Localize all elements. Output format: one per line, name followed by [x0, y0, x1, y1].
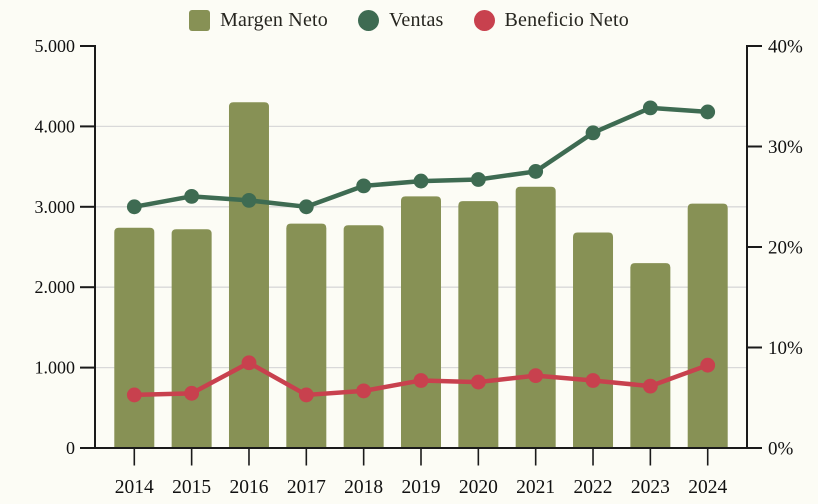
beneficio-neto-swatch-icon	[473, 9, 495, 31]
right-axis-tick-label: 0%	[768, 439, 794, 460]
legend-label: Margen Neto	[220, 8, 328, 31]
x-axis-label-2022: 2022	[574, 477, 613, 498]
point-ventas-2014	[126, 199, 142, 215]
bar-2019	[401, 196, 441, 448]
right-axis-tick-label: 10%	[768, 338, 803, 359]
point-ventas-2017	[298, 199, 314, 215]
left-axis-tick-label: 2.000	[35, 277, 76, 297]
right-axis-tick-label: 40%	[768, 37, 803, 58]
left-axis-tick-label: 3.000	[35, 197, 76, 217]
point-ventas-2018	[356, 178, 372, 194]
ventas-swatch-icon	[357, 9, 379, 31]
legend-label: Beneficio Neto	[504, 8, 629, 31]
point-ventas-2023	[642, 100, 658, 116]
point-beneficio-neto-2019	[413, 373, 429, 388]
x-axis-label-2023: 2023	[631, 477, 670, 498]
right-axis-tick-label: 20%	[768, 238, 803, 259]
left-axis-tick-label: 4.000	[35, 116, 76, 136]
point-beneficio-neto-2017	[298, 387, 314, 403]
point-ventas-2016	[241, 192, 257, 208]
bar-2015	[171, 229, 212, 448]
point-beneficio-neto-2024	[700, 357, 716, 373]
bar-2014	[114, 227, 155, 448]
bar-2022	[573, 232, 614, 448]
bar-2024	[687, 203, 728, 448]
bar-2023	[630, 263, 671, 448]
left-axis-tick-label: 0	[66, 438, 75, 458]
left-axis-tick-label: 1.000	[35, 358, 76, 378]
bar-2017	[286, 223, 327, 448]
point-ventas-2015	[184, 188, 200, 204]
x-axis-label-2019: 2019	[402, 477, 441, 498]
legend-item-margen-neto[interactable]: Margen Neto	[189, 9, 328, 32]
line-ventas	[132, 105, 710, 210]
point-beneficio-neto-2022	[585, 373, 601, 388]
point-beneficio-neto-2021	[528, 368, 544, 384]
bar-2021	[515, 186, 556, 448]
bar-2018	[343, 225, 384, 448]
bar-2020	[458, 201, 499, 448]
point-beneficio-neto-2015	[184, 385, 200, 401]
x-axis-label-2020: 2020	[459, 477, 498, 498]
bar-2016	[228, 102, 269, 448]
legend-label: Ventas	[388, 8, 444, 31]
point-beneficio-neto-2023	[642, 378, 658, 394]
chart-legend: Margen Neto Ventas Beneficio Neto	[0, 5, 818, 35]
x-axis-label-2021: 2021	[516, 477, 555, 498]
x-axis-label-2017: 2017	[287, 477, 326, 498]
point-beneficio-neto-2020	[470, 374, 486, 390]
legend-item-ventas[interactable]: Ventas	[357, 8, 444, 32]
point-ventas-2024	[700, 104, 716, 120]
x-axis-label-2018: 2018	[344, 477, 383, 498]
point-ventas-2022	[585, 125, 601, 141]
left-axis-tick-label: 5.000	[35, 36, 76, 56]
x-axis-label-2016: 2016	[229, 477, 268, 498]
legend-item-beneficio-neto[interactable]: Beneficio Neto	[473, 8, 629, 32]
point-beneficio-neto-2014	[126, 387, 142, 403]
point-beneficio-neto-2016	[241, 355, 257, 371]
x-axis-label-2015: 2015	[172, 477, 211, 498]
point-ventas-2021	[528, 164, 544, 179]
point-ventas-2020	[470, 172, 486, 187]
x-axis-label-2024: 2024	[688, 477, 727, 498]
right-axis-tick-label: 30%	[768, 137, 803, 158]
point-beneficio-neto-2018	[356, 383, 372, 399]
point-ventas-2019	[413, 173, 429, 189]
margen-neto-swatch-icon	[189, 9, 211, 31]
x-axis-label-2014: 2014	[115, 477, 154, 498]
